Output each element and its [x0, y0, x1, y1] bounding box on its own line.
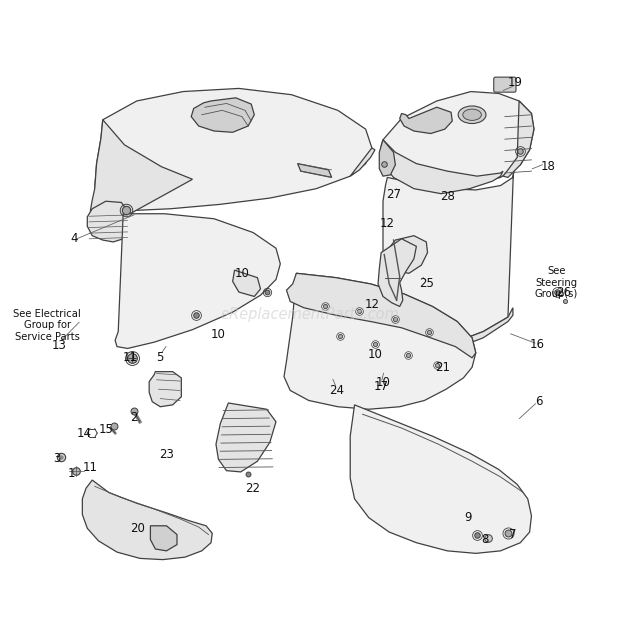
Text: 8: 8: [480, 533, 488, 546]
Text: 13: 13: [52, 339, 67, 352]
Polygon shape: [286, 273, 476, 358]
Text: 20: 20: [131, 522, 146, 535]
Text: 14: 14: [77, 426, 92, 440]
Text: 24: 24: [329, 384, 344, 397]
Ellipse shape: [458, 106, 486, 124]
Polygon shape: [383, 308, 513, 350]
Polygon shape: [379, 140, 396, 176]
Text: 11: 11: [123, 351, 138, 364]
Text: 3: 3: [53, 452, 60, 465]
Text: 10: 10: [376, 376, 391, 389]
Polygon shape: [388, 236, 428, 273]
Polygon shape: [378, 239, 417, 306]
Text: eReplacementParts.com: eReplacementParts.com: [221, 306, 399, 322]
Text: 12: 12: [365, 298, 379, 311]
Text: 7: 7: [509, 528, 516, 541]
Polygon shape: [383, 153, 515, 347]
Text: See
Steering
Group(s): See Steering Group(s): [534, 266, 578, 300]
Text: 5: 5: [157, 351, 164, 364]
Polygon shape: [87, 201, 131, 242]
Polygon shape: [91, 120, 192, 227]
Polygon shape: [350, 148, 375, 176]
Text: 16: 16: [530, 338, 545, 350]
Text: 25: 25: [419, 278, 434, 290]
Polygon shape: [503, 101, 534, 177]
Text: 15: 15: [99, 423, 113, 436]
Polygon shape: [216, 403, 276, 472]
Polygon shape: [151, 526, 177, 551]
Polygon shape: [350, 405, 531, 553]
Text: 9: 9: [464, 511, 471, 524]
Text: See Electrical
Group for
Service Parts: See Electrical Group for Service Parts: [13, 309, 81, 342]
Text: 27: 27: [386, 188, 401, 202]
Ellipse shape: [463, 109, 481, 121]
Text: 26: 26: [556, 286, 571, 298]
Text: 10: 10: [211, 328, 226, 340]
Text: 11: 11: [83, 461, 98, 474]
Polygon shape: [95, 89, 372, 210]
Text: 23: 23: [159, 448, 174, 462]
Polygon shape: [82, 480, 212, 560]
Text: 1: 1: [68, 467, 76, 480]
Text: 4: 4: [70, 232, 78, 246]
Polygon shape: [383, 140, 503, 193]
Polygon shape: [232, 270, 260, 296]
Polygon shape: [298, 164, 332, 177]
Text: 19: 19: [508, 75, 523, 89]
Text: 28: 28: [440, 190, 454, 203]
Text: 17: 17: [374, 379, 389, 392]
Polygon shape: [284, 273, 476, 409]
Polygon shape: [400, 107, 452, 134]
Text: 22: 22: [246, 482, 260, 495]
Polygon shape: [191, 98, 254, 133]
Text: 10: 10: [234, 267, 249, 279]
Polygon shape: [115, 214, 280, 349]
Polygon shape: [381, 92, 534, 183]
FancyBboxPatch shape: [494, 77, 516, 92]
Text: 21: 21: [435, 360, 451, 374]
Text: 12: 12: [380, 217, 395, 230]
Polygon shape: [149, 372, 181, 407]
Text: 18: 18: [541, 160, 556, 173]
Text: 6: 6: [535, 395, 542, 408]
Text: 2: 2: [130, 411, 138, 424]
Text: 10: 10: [368, 349, 383, 361]
